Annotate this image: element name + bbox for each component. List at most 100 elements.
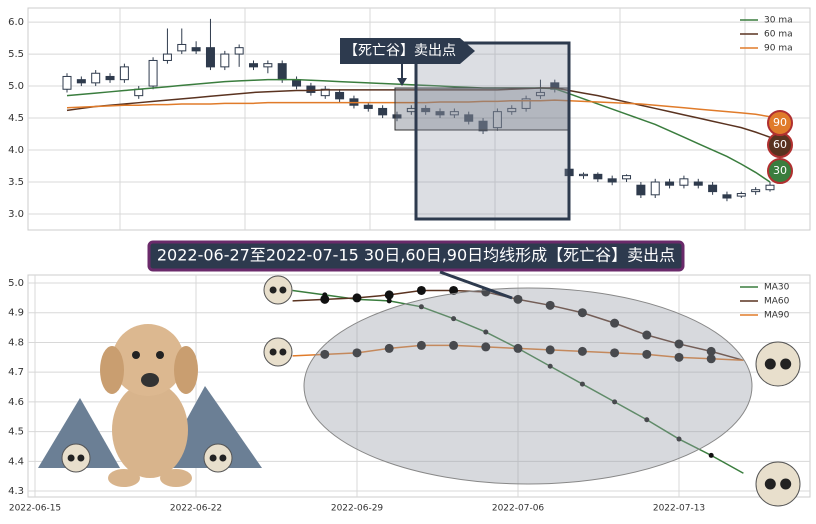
legend-label: MA90	[764, 311, 790, 321]
candle-body	[464, 114, 474, 122]
legend-label: MA60	[764, 297, 790, 307]
candle-body	[263, 63, 273, 68]
legend-label: 60 ma	[764, 30, 793, 40]
ma-point	[384, 343, 394, 353]
candle-body	[249, 63, 259, 68]
skull-eye	[219, 454, 227, 462]
ma-point	[386, 298, 392, 304]
ma-point	[644, 417, 650, 423]
y-tick-label: 5.0	[8, 81, 24, 92]
candle-body	[636, 184, 646, 196]
ma-point	[481, 342, 491, 352]
legend-label: MA30	[764, 283, 790, 293]
candle-body	[76, 79, 86, 84]
skull-eye	[279, 286, 287, 294]
y-tick-label: 3.0	[8, 209, 24, 220]
candle-body	[162, 53, 172, 61]
ma-point	[416, 285, 426, 295]
ma-line	[66, 78, 771, 183]
y-tick-label: 3.5	[8, 177, 24, 188]
end-badge-label: 90	[773, 116, 787, 129]
legend-label: 90 ma	[764, 44, 793, 54]
candle-body	[507, 107, 517, 113]
candle-body	[535, 91, 545, 97]
ma-point	[610, 318, 620, 328]
ma-point	[352, 293, 362, 303]
x-tick-label: 2022-07-06	[492, 504, 545, 514]
dog-illustration	[38, 324, 262, 487]
candle-body	[392, 114, 402, 119]
candle-body	[435, 111, 445, 116]
ma-point	[676, 436, 682, 442]
y-tick-label: 5.5	[8, 49, 24, 60]
y-tick-label: 4.9	[8, 308, 24, 319]
ma-point	[577, 346, 587, 356]
end-badge-label: 60	[773, 138, 787, 151]
highlight-ellipse	[303, 287, 753, 485]
highlight-box	[414, 41, 571, 221]
skull	[755, 461, 801, 507]
ma-point	[418, 304, 424, 310]
annotation-arrow-box	[340, 38, 475, 64]
ma-point	[449, 285, 459, 295]
ma-point	[513, 343, 523, 353]
ma-point	[674, 352, 684, 362]
skull	[263, 337, 293, 367]
candle-body	[478, 120, 488, 132]
ma-point	[579, 381, 585, 387]
skull-eye	[279, 348, 287, 356]
candle-body	[177, 43, 187, 52]
ma-point	[384, 290, 394, 300]
candle-body	[191, 47, 201, 52]
ma-point	[320, 294, 330, 304]
y-tick-label: 4.3	[8, 486, 24, 497]
x-tick-label: 2022-06-29	[331, 504, 384, 514]
candle-body	[421, 107, 431, 113]
ma-point	[513, 294, 523, 304]
ma-point	[642, 330, 652, 340]
y-tick-label: 5.0	[8, 278, 24, 289]
skull-eye	[67, 454, 75, 462]
x-tick-label: 2022-06-22	[170, 504, 222, 514]
candle-body	[708, 184, 718, 193]
candle-body	[751, 189, 761, 193]
ma-line	[66, 99, 771, 118]
skull-eye	[764, 478, 776, 490]
candle-body	[722, 194, 732, 199]
candle-body	[693, 181, 703, 186]
candle-body	[736, 193, 746, 197]
candle-body	[622, 175, 632, 180]
candle-body	[650, 181, 660, 196]
banner-title: 2022-06-27至2022-07-15 30日,60日,90日均线形成【死亡…	[157, 246, 675, 265]
x-tick-label: 2022-07-13	[653, 504, 705, 514]
legend-label: 30 ma	[764, 16, 793, 26]
y-tick-label: 4.0	[8, 145, 24, 156]
skull-icons	[61, 275, 801, 507]
candle-body	[492, 111, 502, 129]
ma-point	[545, 345, 555, 355]
banner	[147, 240, 685, 272]
ma-point	[706, 354, 716, 364]
skull-eye	[269, 348, 277, 356]
candle-body	[521, 98, 531, 109]
y-tick-label: 4.8	[8, 337, 24, 348]
end-badge	[767, 158, 793, 184]
ma-point	[449, 340, 459, 350]
candle-body	[148, 59, 158, 87]
candle-body	[363, 104, 373, 109]
annotation: 【死亡谷】卖出点	[344, 43, 456, 59]
skull-eye	[269, 286, 277, 294]
candle-body	[593, 173, 603, 180]
end-badge-label: 30	[773, 164, 787, 177]
skull	[263, 275, 293, 305]
candle-body	[105, 75, 115, 81]
ma-point	[642, 349, 652, 359]
candle-body	[378, 107, 388, 116]
candle-body	[765, 184, 775, 191]
candle-body	[277, 63, 287, 81]
ma-point	[416, 340, 426, 350]
ma-point	[674, 339, 684, 349]
ma-line	[66, 87, 771, 138]
skull	[203, 443, 233, 473]
skull	[61, 443, 91, 473]
